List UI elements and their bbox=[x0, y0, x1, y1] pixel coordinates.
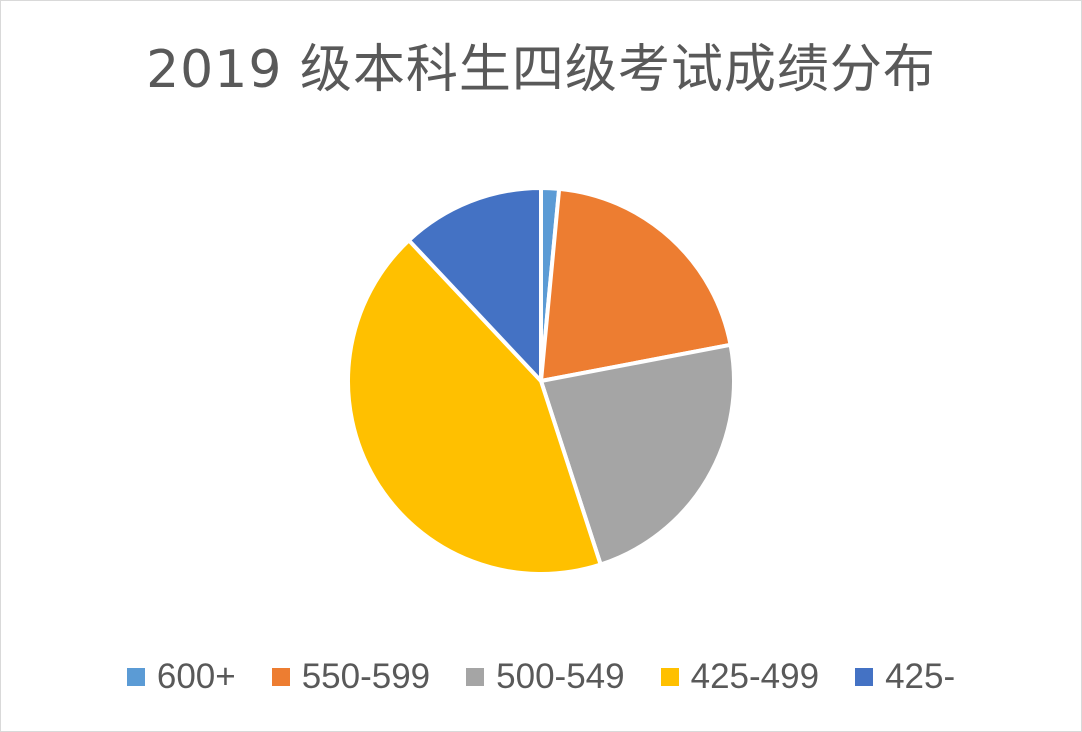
pie-slice-500-549 bbox=[539, 342, 736, 567]
legend-item: 600+ bbox=[126, 657, 236, 697]
pie-slice-425-499 bbox=[346, 238, 603, 576]
legend-swatch bbox=[271, 668, 290, 686]
legend: 600+ 550-599 500-549 425-499 425- bbox=[1, 652, 1081, 702]
chart-title: 2019 级本科生四级考试成绩分布 bbox=[146, 40, 936, 100]
legend-item: 500-549 bbox=[466, 657, 625, 697]
legend-label: 600+ bbox=[156, 657, 236, 696]
legend-label: 550-599 bbox=[301, 657, 431, 696]
legend-item: 425- bbox=[855, 657, 955, 697]
legend-swatch bbox=[466, 668, 485, 686]
legend-item: 550-599 bbox=[271, 657, 431, 697]
pie-slice-550-599 bbox=[539, 186, 733, 383]
legend-item: 425-499 bbox=[660, 657, 820, 697]
legend-swatch bbox=[126, 668, 145, 686]
legend-swatch bbox=[660, 668, 679, 686]
pie-slice-425- bbox=[406, 186, 543, 383]
legend-label: 425-499 bbox=[690, 657, 820, 696]
legend-swatch bbox=[855, 668, 874, 686]
legend-label: 500-549 bbox=[496, 657, 625, 696]
legend-label: 425- bbox=[885, 657, 956, 696]
